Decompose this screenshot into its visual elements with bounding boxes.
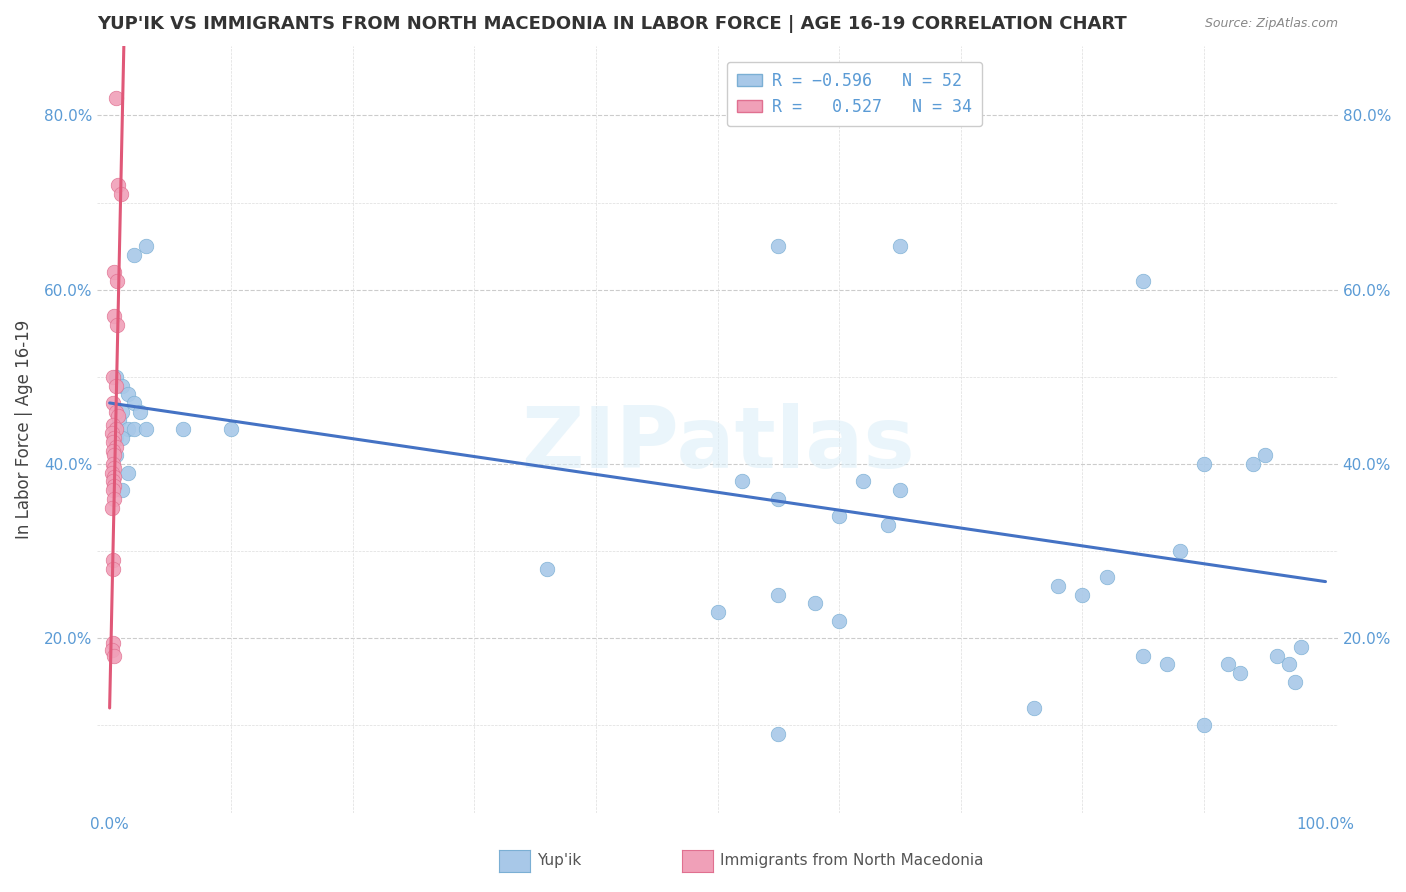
Point <box>1278 657 1301 672</box>
Point <box>804 596 827 610</box>
Point <box>828 509 851 524</box>
Point <box>1132 648 1154 663</box>
Text: YUP'IK VS IMMIGRANTS FROM NORTH MACEDONIA IN LABOR FORCE | AGE 16-19 CORRELATION: YUP'IK VS IMMIGRANTS FROM NORTH MACEDONI… <box>97 15 1128 33</box>
Point <box>536 561 558 575</box>
Point <box>104 405 127 419</box>
Point <box>111 431 134 445</box>
Point <box>1095 570 1118 584</box>
Point <box>103 431 125 445</box>
Point <box>103 435 125 450</box>
Point <box>103 369 125 384</box>
Point <box>103 553 125 567</box>
Legend: R = −0.596   N = 52, R =   0.527   N = 34: R = −0.596 N = 52, R = 0.527 N = 34 <box>727 62 981 126</box>
Point <box>111 378 134 392</box>
Point <box>101 426 124 441</box>
Point <box>122 422 145 436</box>
Point <box>706 605 728 619</box>
Point <box>768 491 790 506</box>
Point <box>103 470 125 484</box>
Point <box>219 422 242 436</box>
Point <box>122 248 145 262</box>
Point <box>1265 648 1288 663</box>
Point <box>104 448 127 462</box>
Point <box>1132 274 1154 288</box>
Point <box>1168 544 1191 558</box>
Point <box>852 475 875 489</box>
Point <box>103 396 125 410</box>
Point <box>731 475 754 489</box>
Point <box>101 500 124 515</box>
Point <box>828 614 851 628</box>
Point <box>1071 588 1094 602</box>
Point <box>1192 457 1215 471</box>
Point <box>889 239 911 253</box>
Point <box>1218 657 1240 672</box>
Point <box>1241 457 1264 471</box>
Point <box>111 483 134 497</box>
Point <box>103 461 125 475</box>
Point <box>103 635 125 649</box>
Point <box>103 483 125 497</box>
Point <box>105 318 128 332</box>
Point <box>103 479 125 493</box>
Point <box>105 274 128 288</box>
Point <box>104 91 127 105</box>
Point <box>117 387 139 401</box>
Point <box>768 588 790 602</box>
Point <box>103 491 125 506</box>
Point <box>889 483 911 497</box>
Point <box>1284 674 1306 689</box>
Point <box>108 413 131 427</box>
Text: ZIPatlas: ZIPatlas <box>520 403 914 486</box>
Point <box>1022 701 1045 715</box>
Point <box>129 405 152 419</box>
Point <box>117 422 139 436</box>
Point <box>104 422 127 436</box>
Point <box>1289 640 1312 654</box>
Point <box>101 643 124 657</box>
Point <box>103 561 125 575</box>
Point <box>103 475 125 489</box>
Point <box>1229 666 1251 681</box>
Point <box>101 466 124 480</box>
Point <box>103 265 125 279</box>
Point <box>103 443 125 458</box>
Point <box>1156 657 1178 672</box>
Point <box>110 186 132 201</box>
Point <box>122 396 145 410</box>
Point <box>768 727 790 741</box>
Point <box>172 422 194 436</box>
Point <box>768 239 790 253</box>
Point <box>103 457 125 471</box>
Point <box>876 518 898 533</box>
Point <box>104 431 127 445</box>
Point <box>107 178 129 193</box>
Text: Immigrants from North Macedonia: Immigrants from North Macedonia <box>720 854 983 868</box>
Y-axis label: In Labor Force | Age 16-19: In Labor Force | Age 16-19 <box>15 319 32 539</box>
Point <box>104 378 127 392</box>
Point <box>111 405 134 419</box>
Point <box>135 239 157 253</box>
Point <box>103 648 125 663</box>
Point <box>1253 448 1275 462</box>
Point <box>103 309 125 323</box>
Point <box>117 466 139 480</box>
Point <box>104 422 127 436</box>
Point <box>1046 579 1069 593</box>
Point <box>103 448 125 462</box>
Point <box>103 417 125 432</box>
Point <box>1192 718 1215 732</box>
Text: Yup'ik: Yup'ik <box>537 854 581 868</box>
Point <box>104 440 127 454</box>
Text: Source: ZipAtlas.com: Source: ZipAtlas.com <box>1205 17 1337 30</box>
Point <box>107 409 129 423</box>
Point <box>104 369 127 384</box>
Point <box>135 422 157 436</box>
